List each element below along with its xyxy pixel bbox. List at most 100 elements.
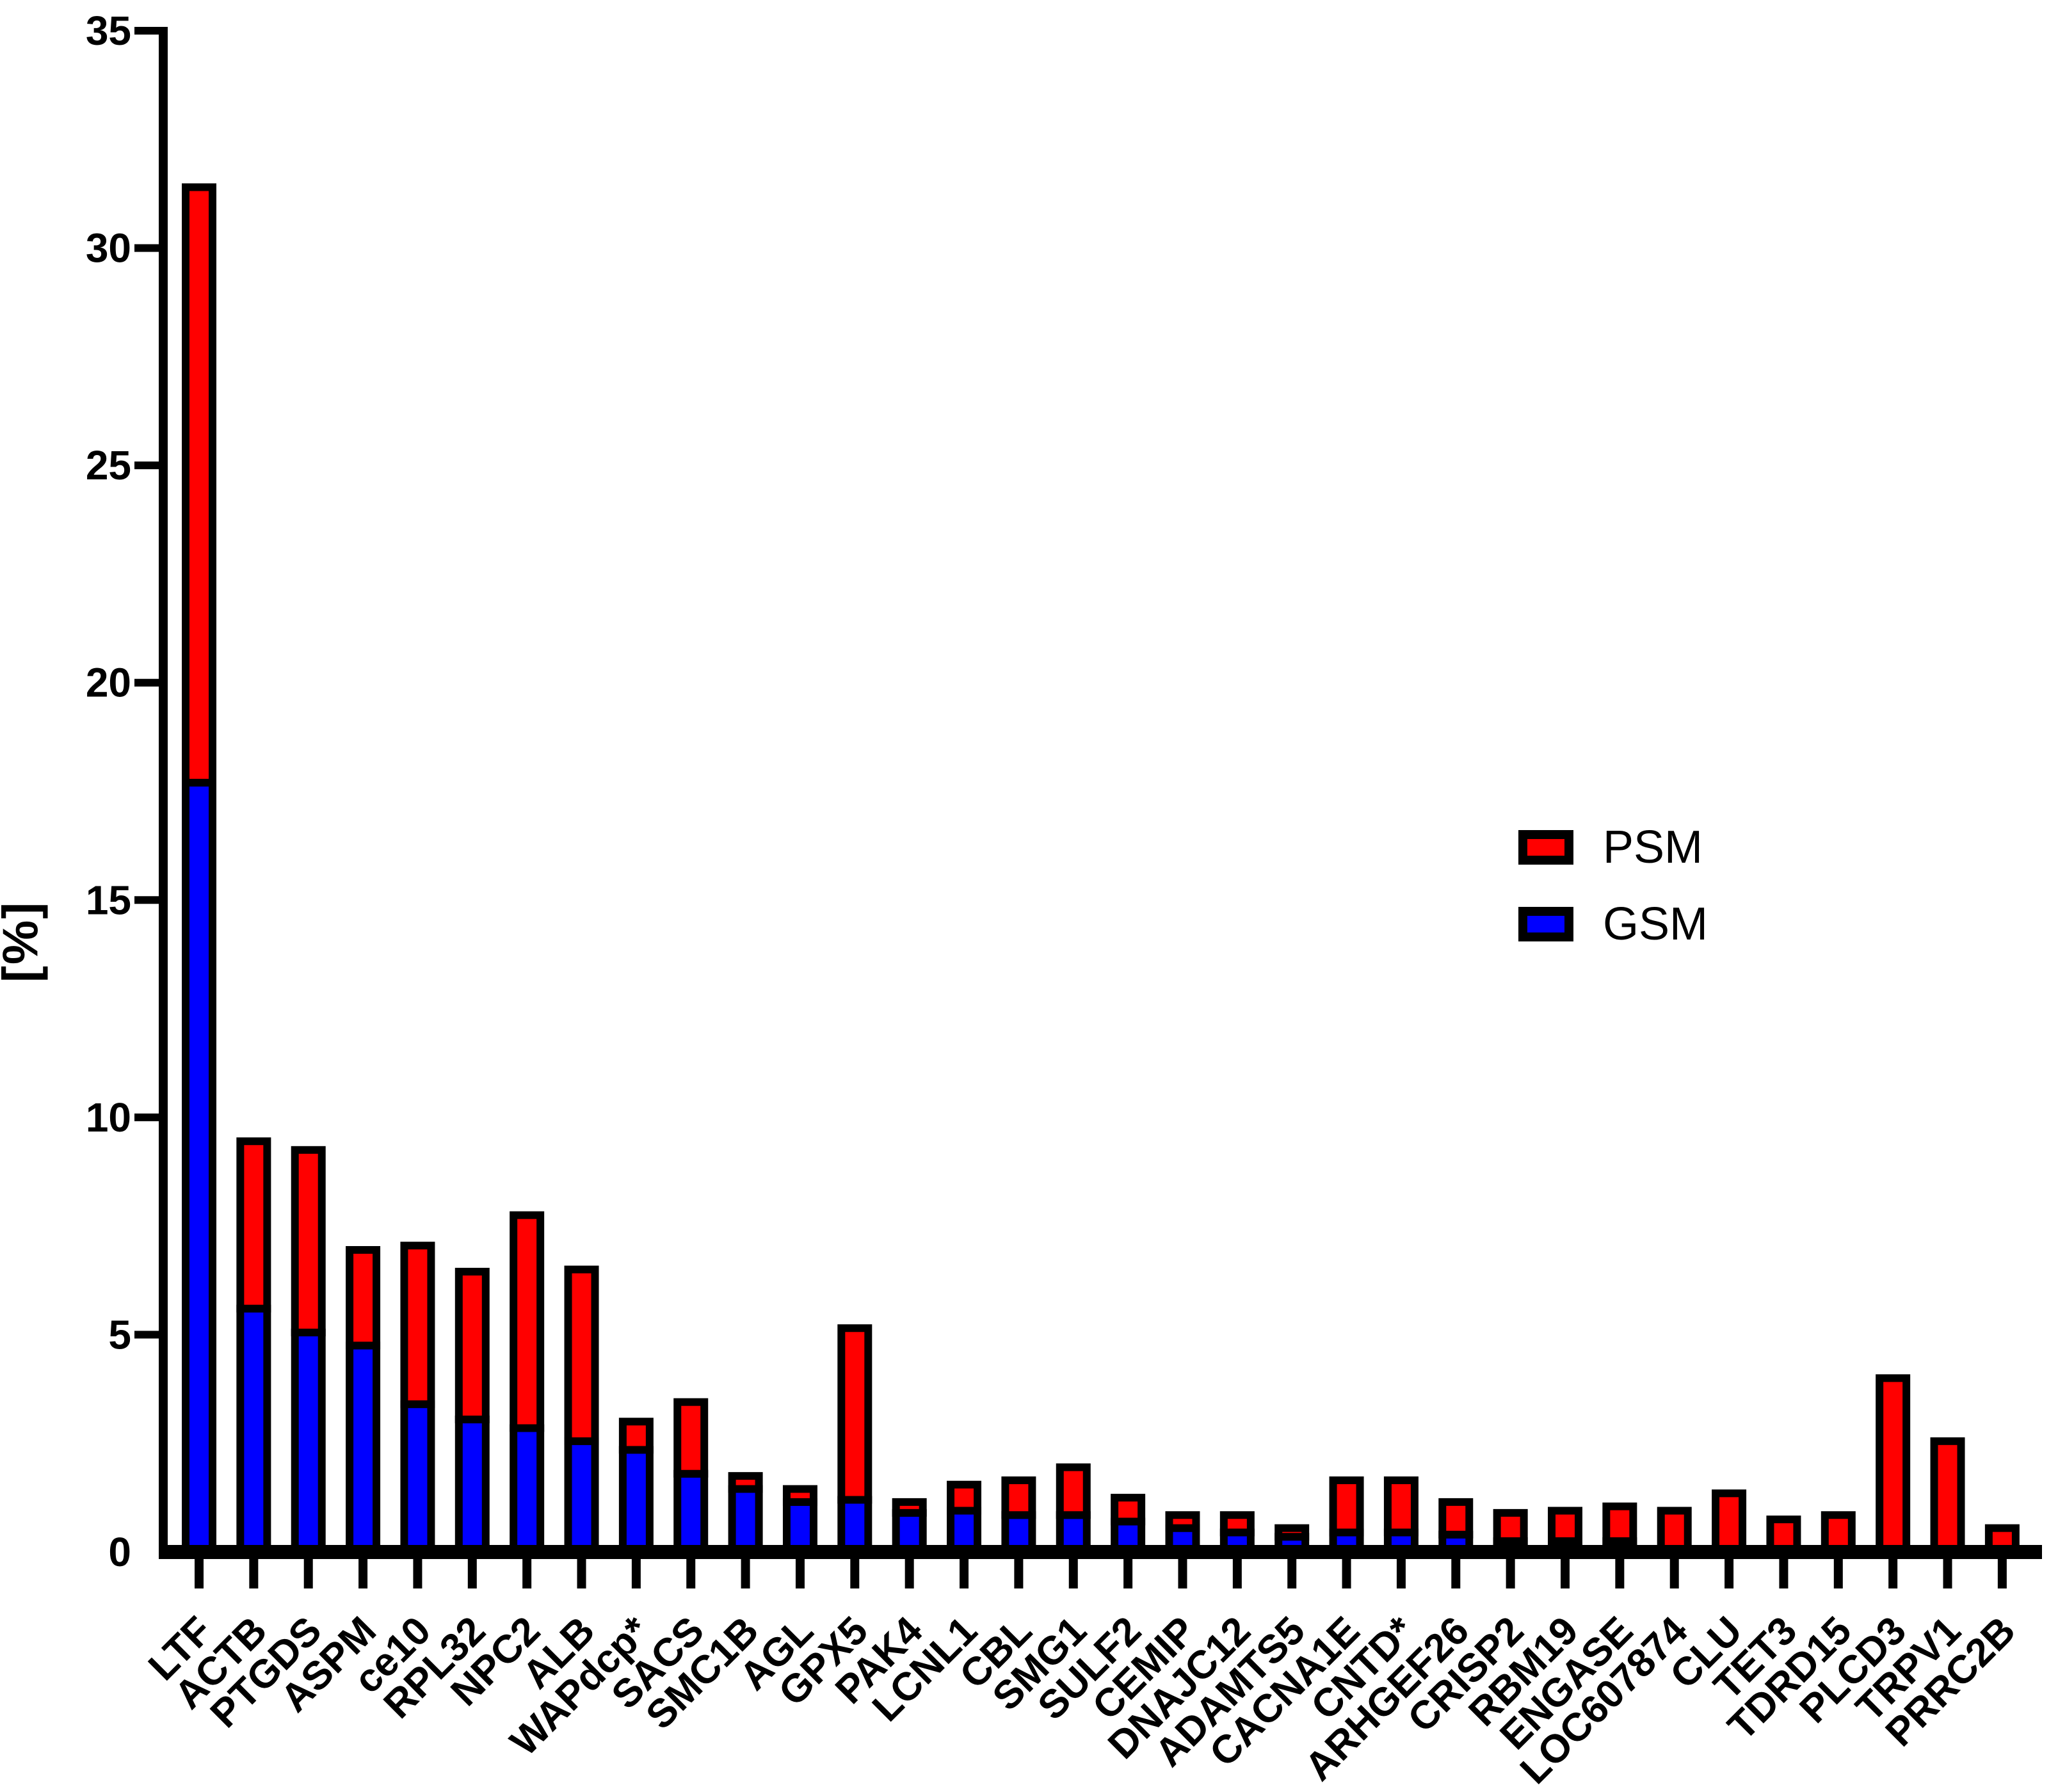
bar-segment-psm-AGL (782, 1485, 817, 1506)
bar-segment-gsm-LTF (182, 778, 216, 1556)
x-tick-ARHGEF26 (1451, 1559, 1461, 1588)
y-axis-title: [%] (0, 900, 49, 983)
x-tick-SMC1B (741, 1559, 750, 1588)
bar-segment-gsm-WAPdcp* (618, 1446, 654, 1556)
x-tick-ACTB (249, 1559, 259, 1588)
y-tick-20 (134, 678, 159, 687)
x-tick-ADAMTS5 (1287, 1559, 1297, 1588)
y-tick-label-10: 10 (86, 1094, 131, 1140)
y-axis-line (159, 27, 168, 1559)
x-tick-LOC607874 (1669, 1559, 1679, 1588)
bar-segment-psm-WAPdcp* (618, 1418, 654, 1454)
bar-segment-psm-CACNA1E (1329, 1476, 1364, 1537)
x-tick-RBM19 (1561, 1559, 1570, 1588)
y-tick-5 (134, 1331, 159, 1339)
y-tick-15 (134, 896, 159, 904)
bar-segment-psm-ENGASE (1602, 1502, 1637, 1546)
psm-swatch-icon (1518, 830, 1573, 865)
bar-segment-psm-LCNL1 (947, 1480, 982, 1515)
y-tick-25 (134, 461, 159, 470)
x-tick-CRISP2 (1506, 1559, 1515, 1588)
x-tick-DNAJC12 (1232, 1559, 1242, 1588)
x-axis-line (159, 1545, 2042, 1559)
bar-segment-psm-CRISP2 (1493, 1508, 1528, 1546)
x-tick-CBL (1014, 1559, 1024, 1588)
bar-segment-psm-PAK4 (892, 1498, 927, 1517)
bar-segment-psm-GPX5 (837, 1324, 872, 1504)
bar-segment-gsm-ASPM (346, 1341, 381, 1556)
bar-segment-psm-CBL (1001, 1476, 1036, 1519)
bar-segment-psm-ACTB (236, 1137, 271, 1313)
x-tick-AGL (795, 1559, 805, 1588)
bar-segment-psm-ce10 (400, 1242, 435, 1409)
x-tick-SMG1 (1068, 1559, 1078, 1588)
bar-segment-gsm-PTGDS (291, 1329, 326, 1556)
y-tick-label-5: 5 (108, 1311, 131, 1357)
bar-segment-gsm-ALB (564, 1437, 599, 1556)
y-tick-label-25: 25 (86, 442, 131, 488)
x-tick-GPX5 (850, 1559, 860, 1588)
legend: PSM GSM (1518, 824, 1708, 983)
bar-segment-psm-NPC2 (510, 1211, 545, 1432)
x-tick-LCNL1 (960, 1559, 969, 1588)
bar-segment-psm-PTGDS (291, 1146, 326, 1337)
x-tick-CNTD* (1396, 1559, 1406, 1588)
y-tick-label-30: 30 (86, 225, 131, 271)
bar-segment-psm-ARHGEF26 (1438, 1498, 1474, 1539)
bar-segment-psm-RPL32 (454, 1267, 490, 1423)
x-tick-PLCD3 (1888, 1559, 1898, 1588)
x-tick-WAPdcp* (631, 1559, 641, 1588)
x-tick-ASPM (358, 1559, 368, 1588)
x-tick-PAK4 (904, 1559, 914, 1588)
x-tick-TRPV1 (1943, 1559, 1952, 1588)
y-tick-10 (134, 1113, 159, 1121)
y-tick-label-35: 35 (86, 8, 131, 54)
bar-segment-psm-SACS (673, 1398, 709, 1478)
bar-segment-psm-CEMIP (1165, 1511, 1200, 1532)
legend-label-psm: PSM (1603, 822, 1703, 873)
x-tick-PRRC2B (1997, 1559, 2007, 1588)
x-tick-ENGASE (1615, 1559, 1625, 1588)
x-tick-SACS (686, 1559, 696, 1588)
y-tick-label-15: 15 (86, 877, 131, 923)
bar-segment-gsm-SMC1B (728, 1485, 763, 1556)
bar-segment-gsm-SACS (673, 1469, 709, 1556)
bar-segment-psm-ALB (564, 1265, 599, 1445)
x-tick-ALB (577, 1559, 586, 1588)
legend-label-gsm: GSM (1603, 899, 1708, 950)
bar-segment-psm-ADAMTS5 (1274, 1524, 1310, 1541)
bar-segment-psm-SMG1 (1056, 1463, 1091, 1519)
legend-item-psm: PSM (1518, 824, 1708, 870)
bar-segment-psm-SMC1B (728, 1472, 763, 1493)
bar-segment-psm-CLU (1712, 1489, 1747, 1556)
x-tick-LTF (195, 1559, 204, 1588)
y-tick-label-20: 20 (86, 660, 131, 706)
y-tick-label-0: 0 (108, 1529, 131, 1575)
x-tick-PTGDS (303, 1559, 313, 1588)
x-tick-NPC2 (522, 1559, 532, 1588)
bar-segment-gsm-NPC2 (510, 1424, 545, 1556)
y-tick-35 (134, 27, 159, 35)
bar-segment-psm-DNAJC12 (1219, 1511, 1255, 1537)
x-tick-CEMIP (1178, 1559, 1187, 1588)
y-tick-30 (134, 244, 159, 252)
bar-segment-gsm-AGL (782, 1498, 817, 1556)
bar-segment-psm-SULF2 (1111, 1494, 1146, 1526)
x-tick-CLU (1724, 1559, 1734, 1588)
bar-segment-gsm-ce10 (400, 1400, 435, 1556)
x-tick-ce10 (413, 1559, 422, 1588)
bar-segment-gsm-GPX5 (837, 1496, 872, 1556)
x-tick-RPL32 (467, 1559, 477, 1588)
x-tick-TET3 (1779, 1559, 1789, 1588)
legend-item-gsm: GSM (1518, 901, 1708, 947)
bar-segment-psm-LTF (182, 183, 216, 787)
bar-segment-psm-RBM19 (1548, 1507, 1582, 1546)
x-tick-CACNA1E (1342, 1559, 1351, 1588)
bar-segment-psm-TRPV1 (1930, 1437, 1965, 1556)
bar-segment-psm-ASPM (346, 1245, 381, 1350)
bar-segment-gsm-ACTB (236, 1304, 271, 1556)
gsm-swatch-icon (1518, 907, 1573, 941)
bar-segment-gsm-RPL32 (454, 1415, 490, 1556)
